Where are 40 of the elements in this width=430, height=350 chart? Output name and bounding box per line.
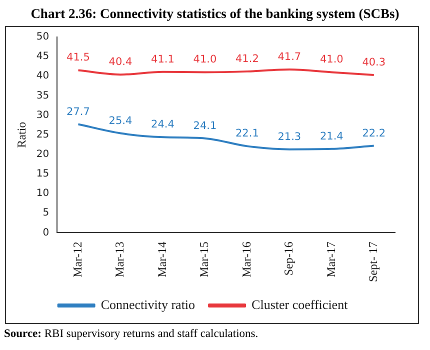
data-label: 22.2 bbox=[362, 127, 386, 140]
y-tick-label: 10 bbox=[36, 188, 50, 200]
data-label: 41.2 bbox=[235, 52, 259, 65]
x-tick-label: Mar-14 bbox=[154, 242, 169, 278]
data-label: 21.4 bbox=[320, 130, 344, 142]
x-tick-label: Mar-17 bbox=[324, 242, 338, 278]
chart-title: Chart 2.36: Connectivity statistics of the banking system (SCBs) bbox=[30, 6, 400, 23]
x-tick-label: Mar-16 bbox=[239, 242, 254, 278]
x-tick-label: Mar-15 bbox=[197, 242, 212, 278]
y-tick-label: 25 bbox=[36, 129, 50, 140]
y-tick-label: 5 bbox=[42, 208, 50, 219]
y-tick-label: 0 bbox=[42, 227, 50, 238]
data-label: 25.4 bbox=[108, 114, 132, 127]
data-label: 41.1 bbox=[151, 53, 174, 66]
legend-label: Connectivity ratio bbox=[100, 296, 196, 312]
data-label: 41.0 bbox=[320, 54, 344, 66]
source-note: Source: RBI supervisory returns and staff calculations. bbox=[4, 328, 258, 340]
y-tick-label: 30 bbox=[36, 110, 50, 121]
y-tick-label: 45 bbox=[36, 51, 50, 62]
y-tick-label: 50 bbox=[36, 32, 50, 43]
y-tick-label: 35 bbox=[36, 90, 50, 102]
data-label: 24.1 bbox=[193, 120, 217, 132]
data-label: 27.7 bbox=[66, 106, 90, 118]
data-label: 40.3 bbox=[362, 56, 386, 68]
data-label: 24.4 bbox=[151, 118, 175, 131]
y-tick-label: 15 bbox=[36, 168, 50, 180]
data-label: 41.5 bbox=[66, 52, 90, 64]
data-label: 41.0 bbox=[193, 54, 217, 66]
x-tick-label: Sep-16 bbox=[282, 242, 296, 276]
x-tick-label: Mar-13 bbox=[112, 242, 127, 278]
x-tick-label: Mar-12 bbox=[70, 242, 84, 278]
data-label: 41.7 bbox=[278, 50, 302, 63]
y-tick-label: 20 bbox=[36, 148, 50, 160]
data-label: 40.4 bbox=[108, 56, 132, 68]
legend-label: Cluster coefficient bbox=[252, 296, 348, 312]
x-tick-label: Sept- 17 bbox=[366, 242, 380, 282]
data-label: 22.1 bbox=[235, 128, 259, 140]
y-axis-title: Ratio bbox=[14, 122, 28, 148]
data-label: 21.3 bbox=[278, 130, 302, 143]
y-tick-label: 40 bbox=[36, 70, 50, 82]
